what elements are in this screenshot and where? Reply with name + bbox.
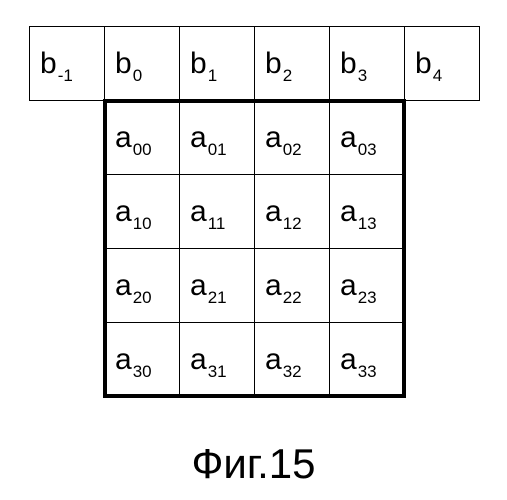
top-row-cell: b4 — [404, 26, 480, 101]
top-row-cell: b-1 — [29, 26, 105, 101]
grid-cell: a32 — [254, 322, 330, 397]
label-a22: a22 — [265, 271, 302, 301]
label-base: b — [40, 49, 57, 79]
grid-cell: a12 — [254, 174, 330, 249]
label-sub: 33 — [358, 363, 377, 380]
label-sub: 13 — [358, 215, 377, 232]
label-a33: a33 — [340, 345, 377, 375]
label-sub: 3 — [358, 67, 367, 84]
label-sub: 4 — [433, 67, 442, 84]
grid-cell: a02 — [254, 100, 330, 175]
label-base: b — [265, 49, 282, 79]
label-sub: 02 — [283, 141, 302, 158]
label-base: a — [340, 197, 357, 227]
grid-cell: a23 — [329, 248, 405, 323]
label-sub: 03 — [358, 141, 377, 158]
label-base: a — [190, 123, 207, 153]
top-row-cell: b3 — [329, 26, 405, 101]
top-row-cell: b1 — [179, 26, 255, 101]
label-base: a — [115, 123, 132, 153]
label-base: a — [190, 271, 207, 301]
label-base: a — [265, 345, 282, 375]
label-base: a — [265, 123, 282, 153]
label-sub: 21 — [208, 289, 227, 306]
grid-cell: a22 — [254, 248, 330, 323]
label-a31: a31 — [190, 345, 227, 375]
label-a32: a32 — [265, 345, 302, 375]
label-b2: b2 — [265, 49, 292, 79]
label-base: a — [265, 271, 282, 301]
top-row-cell: b2 — [254, 26, 330, 101]
label-a03: a03 — [340, 123, 377, 153]
grid-cell: a01 — [179, 100, 255, 175]
label-sub: 30 — [133, 363, 152, 380]
label-a00: a00 — [115, 123, 152, 153]
label-b0: b0 — [115, 49, 142, 79]
label-sub: -1 — [58, 67, 73, 84]
grid-cell: a21 — [179, 248, 255, 323]
label-sub: 1 — [208, 67, 217, 84]
label-sub: 01 — [208, 141, 227, 158]
label-base: a — [115, 271, 132, 301]
label-base: a — [115, 197, 132, 227]
grid-cell: a30 — [104, 322, 180, 397]
label-sub: 0 — [133, 67, 142, 84]
label-base: a — [115, 345, 132, 375]
grid-cell: a20 — [104, 248, 180, 323]
label-b-1: b-1 — [40, 49, 73, 79]
label-sub: 20 — [133, 289, 152, 306]
label-base: a — [265, 197, 282, 227]
label-base: a — [340, 123, 357, 153]
label-base: a — [190, 197, 207, 227]
label-a30: a30 — [115, 345, 152, 375]
label-b4: b4 — [415, 49, 442, 79]
label-sub: 00 — [133, 141, 152, 158]
label-base: a — [190, 345, 207, 375]
label-sub: 10 — [133, 215, 152, 232]
grid-cell: a03 — [329, 100, 405, 175]
figure-caption: Фиг.15 — [0, 440, 507, 488]
label-a20: a20 — [115, 271, 152, 301]
label-b1: b1 — [190, 49, 217, 79]
label-a01: a01 — [190, 123, 227, 153]
label-a23: a23 — [340, 271, 377, 301]
label-a12: a12 — [265, 197, 302, 227]
grid-cell: a13 — [329, 174, 405, 249]
grid-cell: a31 — [179, 322, 255, 397]
label-a02: a02 — [265, 123, 302, 153]
grid-cell: a00 — [104, 100, 180, 175]
label-sub: 2 — [283, 67, 292, 84]
label-sub: 31 — [208, 363, 227, 380]
label-base: b — [115, 49, 132, 79]
grid-cell: a33 — [329, 322, 405, 397]
label-sub: 22 — [283, 289, 302, 306]
label-sub: 32 — [283, 363, 302, 380]
label-base: b — [340, 49, 357, 79]
grid-cell: a10 — [104, 174, 180, 249]
label-a11: a11 — [190, 197, 225, 227]
label-b3: b3 — [340, 49, 367, 79]
label-base: a — [340, 271, 357, 301]
label-base: b — [415, 49, 432, 79]
grid-cell: a11 — [179, 174, 255, 249]
label-a21: a21 — [190, 271, 227, 301]
label-base: a — [340, 345, 357, 375]
label-base: b — [190, 49, 207, 79]
label-sub: 23 — [358, 289, 377, 306]
label-a10: a10 — [115, 197, 152, 227]
label-sub: 12 — [283, 215, 302, 232]
label-a13: a13 — [340, 197, 377, 227]
label-sub: 11 — [208, 215, 226, 232]
top-row-cell: b0 — [104, 26, 180, 101]
